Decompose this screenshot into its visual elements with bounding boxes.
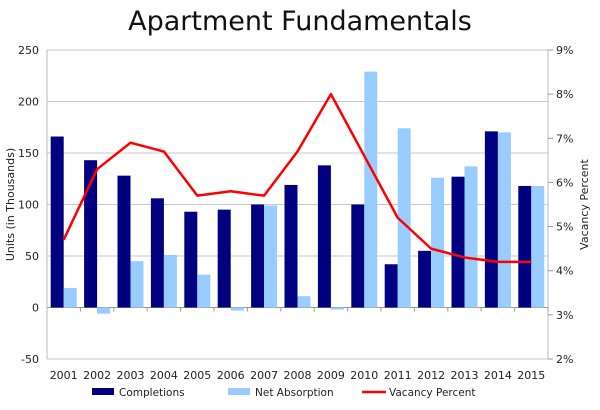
x-tick-label: 2008 [284, 369, 312, 382]
bar-completions [184, 211, 198, 308]
y2-tick-label: 9% [556, 44, 573, 57]
bar-completions [284, 184, 298, 308]
bar-completions [217, 209, 231, 308]
bar-net-absorption [264, 205, 278, 308]
x-tick-label: 2002 [83, 369, 111, 382]
y-axis-title: Units (in Thousands) [4, 148, 17, 261]
x-tick-label: 2009 [317, 369, 345, 382]
bar-net-absorption [163, 254, 177, 308]
bar-net-absorption [397, 128, 411, 308]
bar-net-absorption [330, 307, 344, 310]
x-tick-label: 2003 [117, 369, 145, 382]
bar-completions [484, 131, 498, 308]
bar-net-absorption [364, 71, 378, 308]
y2-tick-label: 4% [556, 265, 573, 278]
legend-label: Completions [119, 387, 185, 399]
y2-tick-label: 2% [556, 353, 573, 366]
x-tick-label: 2010 [350, 369, 378, 382]
y2-tick-label: 6% [556, 176, 573, 189]
bar-net-absorption [497, 132, 511, 308]
x-tick-label: 2011 [384, 369, 412, 382]
bar-net-absorption [197, 274, 211, 308]
y-tick-label: 250 [18, 44, 39, 57]
x-tick-label: 2015 [517, 369, 545, 382]
x-tick-label: 2004 [150, 369, 178, 382]
y2-tick-label: 8% [556, 88, 573, 101]
bar-completions [50, 136, 64, 308]
y2-tick-label: 3% [556, 309, 573, 322]
x-tick-label: 2007 [250, 369, 278, 382]
bar-net-absorption [230, 307, 244, 311]
legend-label: Net Absorption [255, 387, 334, 399]
y-tick-label: 150 [18, 147, 39, 160]
x-tick-label: 2005 [183, 369, 211, 382]
x-tick-label: 2014 [484, 369, 512, 382]
y2-tick-label: 7% [556, 132, 573, 145]
x-tick-label: 2006 [217, 369, 245, 382]
bar-net-absorption [63, 287, 77, 308]
y-tick-label: 200 [18, 96, 39, 109]
bar-net-absorption [531, 185, 545, 308]
chart-title: Apartment Fundamentals [128, 6, 472, 37]
bar-completions [451, 176, 465, 308]
x-tick-label: 2001 [50, 369, 78, 382]
legend-swatch [228, 388, 250, 395]
bar-net-absorption [431, 177, 445, 308]
legend-swatch [92, 388, 114, 395]
y-tick-label: 100 [18, 199, 39, 212]
bar-completions [117, 175, 131, 308]
bar-completions [518, 185, 532, 308]
bar-net-absorption [464, 166, 478, 308]
y2-axis-title: Vacancy Percent [578, 159, 591, 250]
bar-completions [317, 165, 331, 308]
legend-label: Vacancy Percent [389, 387, 476, 399]
bar-completions [418, 250, 432, 308]
bar-completions [84, 160, 98, 308]
bar-completions [251, 204, 265, 308]
bar-net-absorption [297, 296, 311, 308]
bar-completions [150, 198, 164, 308]
bar-net-absorption [97, 307, 111, 314]
bar-net-absorption [130, 261, 144, 308]
x-tick-label: 2012 [417, 369, 445, 382]
y-tick-label: 0 [32, 302, 39, 315]
y-tick-label: 50 [25, 250, 39, 263]
y-tick-label: -50 [21, 353, 39, 366]
bar-completions [384, 264, 398, 308]
y2-tick-label: 5% [556, 221, 573, 234]
bar-completions [351, 204, 365, 308]
x-tick-label: 2013 [451, 369, 479, 382]
